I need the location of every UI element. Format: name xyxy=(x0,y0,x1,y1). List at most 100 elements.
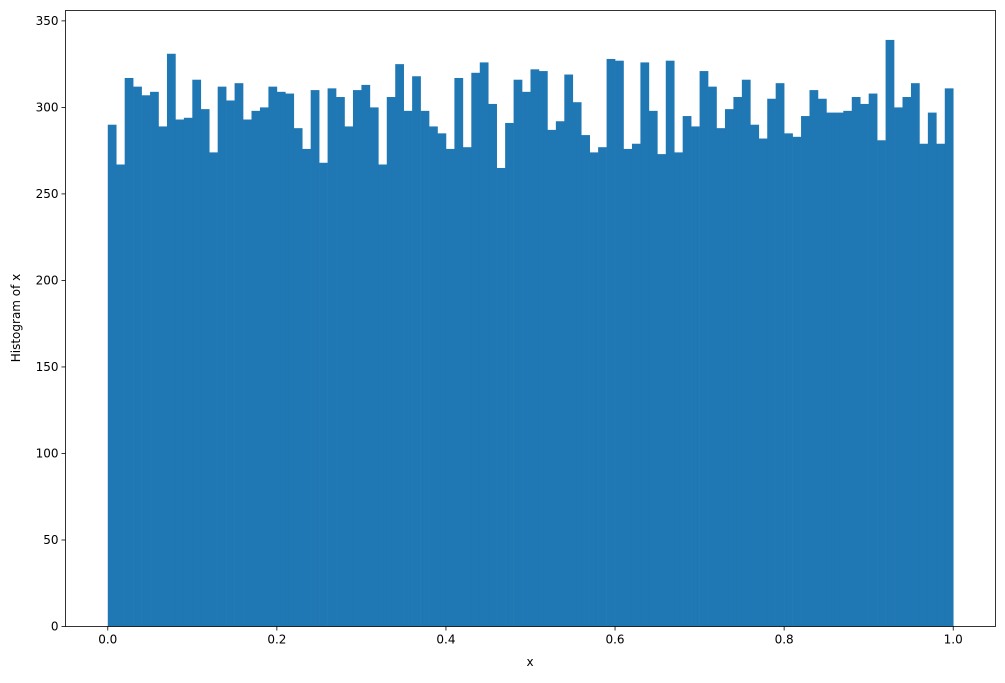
histogram-bar xyxy=(547,129,557,627)
x-tick-label: 0.8 xyxy=(775,633,794,647)
x-tick-label: 0.4 xyxy=(436,633,455,647)
histogram-bar xyxy=(944,88,954,627)
y-tick-label: 300 xyxy=(36,100,59,114)
x-tick-label: 0.0 xyxy=(98,633,117,647)
histogram-bar xyxy=(403,110,413,627)
histogram-bar xyxy=(885,39,895,627)
histogram-bar xyxy=(488,103,497,627)
histogram-bar xyxy=(107,124,117,627)
histogram-bar xyxy=(445,148,455,627)
x-tick-label: 0.6 xyxy=(605,633,624,647)
histogram-bar xyxy=(674,152,683,627)
histogram-bar xyxy=(429,126,438,627)
histogram-bar xyxy=(716,128,726,627)
y-tick-label: 200 xyxy=(36,273,59,287)
plot-frame xyxy=(65,10,996,627)
histogram-bar xyxy=(648,110,658,627)
histogram-bar xyxy=(640,62,650,627)
histogram-bar xyxy=(606,58,616,627)
histogram-bar xyxy=(555,121,565,627)
histogram-bar xyxy=(724,109,734,627)
histogram-bar xyxy=(234,83,244,627)
histogram-bar xyxy=(378,164,388,627)
histogram-bar xyxy=(834,112,844,627)
histogram-bar xyxy=(471,72,481,627)
histogram-bar xyxy=(708,86,717,627)
histogram-bar xyxy=(285,93,295,627)
histogram-bar xyxy=(809,90,819,627)
histogram-bar xyxy=(454,77,464,627)
histogram-bar xyxy=(133,86,142,627)
y-tick-label: 100 xyxy=(36,446,59,460)
histogram-bar xyxy=(124,77,134,627)
histogram-bar xyxy=(361,84,371,627)
histogram-bar xyxy=(479,62,489,627)
histogram-bar xyxy=(581,135,590,627)
histogram-bar xyxy=(209,152,218,627)
histogram-bar xyxy=(894,107,903,627)
histogram-bar xyxy=(437,133,447,627)
histogram-bar xyxy=(327,88,337,627)
histogram-bar xyxy=(251,110,261,627)
histogram-bar xyxy=(564,74,574,627)
histogram-bar xyxy=(767,98,776,627)
histogram-bar xyxy=(276,91,286,627)
histogram-bar xyxy=(826,112,836,627)
histogram-bar xyxy=(631,143,641,627)
histogram-bar xyxy=(699,71,709,627)
histogram-bar xyxy=(217,86,227,627)
histogram-bar xyxy=(860,103,869,627)
x-axis-label: x xyxy=(526,655,533,669)
histogram-bar xyxy=(741,79,751,627)
histogram-bar xyxy=(243,119,252,627)
histogram-bar xyxy=(420,110,430,627)
histogram-bar xyxy=(817,98,827,627)
histogram-bar xyxy=(166,53,176,627)
histogram-bar xyxy=(919,143,929,627)
histogram-bar xyxy=(665,60,675,627)
histogram-bar xyxy=(522,91,531,627)
x-tick-label: 1.0 xyxy=(944,633,963,647)
y-tick-label: 50 xyxy=(43,533,58,547)
histogram-bar xyxy=(513,79,523,627)
histogram-bar xyxy=(936,143,946,627)
histogram-bar xyxy=(615,60,624,627)
y-tick-label: 350 xyxy=(36,14,59,28)
histogram-bar xyxy=(927,112,937,627)
histogram-bar xyxy=(141,95,151,627)
histogram-bar xyxy=(691,126,700,627)
histogram-bar xyxy=(877,140,886,627)
histogram-bar xyxy=(843,110,853,627)
bars xyxy=(107,39,954,627)
histogram-bar xyxy=(623,148,633,627)
histogram-bar xyxy=(336,97,345,627)
histogram-bar xyxy=(851,97,861,627)
histogram-bar xyxy=(200,109,210,627)
x-axis: 0.0 0.2 0.4 0.6 0.8 1.0 xyxy=(98,626,963,647)
histogram-bar xyxy=(682,116,692,627)
histogram-bar xyxy=(226,100,235,627)
histogram-bar xyxy=(784,133,793,627)
histogram-bar xyxy=(775,83,785,627)
histogram-bar xyxy=(183,117,193,627)
histogram-bar xyxy=(412,76,421,627)
histogram-bar xyxy=(395,64,404,627)
y-tick-label: 150 xyxy=(36,360,59,374)
histogram-bar xyxy=(310,90,320,627)
histogram-bar xyxy=(530,69,540,627)
histogram-bar xyxy=(496,167,506,627)
histogram-bar xyxy=(758,138,768,627)
histogram-bar xyxy=(352,90,362,627)
histogram-bar xyxy=(792,136,802,627)
histogram-bar xyxy=(505,122,514,627)
histogram-bar xyxy=(175,119,185,627)
histogram-bar xyxy=(801,116,810,627)
y-tick-label: 0 xyxy=(51,620,59,634)
histogram-bar xyxy=(319,162,328,627)
histogram-bar xyxy=(386,97,396,627)
histogram-bar xyxy=(302,148,311,627)
histogram-bar xyxy=(268,86,278,627)
histogram-bar xyxy=(657,154,667,627)
x-tick-label: 0.2 xyxy=(267,633,286,647)
y-tick-label: 250 xyxy=(36,187,59,201)
